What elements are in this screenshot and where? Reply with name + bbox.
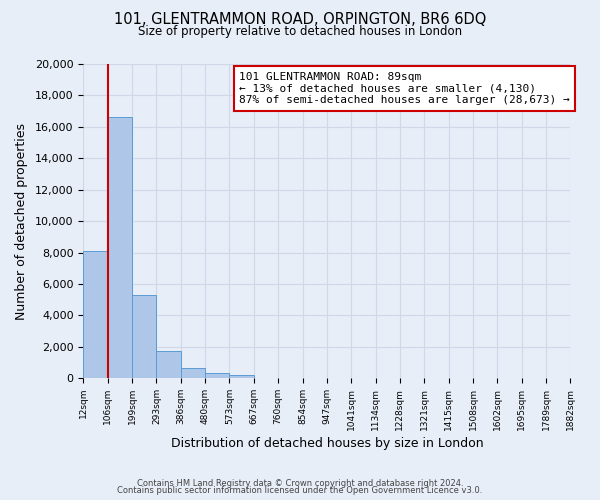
Text: Size of property relative to detached houses in London: Size of property relative to detached ho…	[138, 25, 462, 38]
Bar	[157, 350, 181, 378]
Text: 101, GLENTRAMMON ROAD, ORPINGTON, BR6 6DQ: 101, GLENTRAMMON ROAD, ORPINGTON, BR6 6D…	[114, 12, 486, 28]
Text: Contains HM Land Registry data © Crown copyright and database right 2024.: Contains HM Land Registry data © Crown c…	[137, 478, 463, 488]
Bar	[229, 375, 254, 378]
Bar	[132, 295, 157, 378]
Bar	[107, 118, 132, 378]
Bar	[181, 368, 205, 378]
Bar	[83, 251, 107, 378]
X-axis label: Distribution of detached houses by size in London: Distribution of detached houses by size …	[170, 437, 483, 450]
Text: Contains public sector information licensed under the Open Government Licence v3: Contains public sector information licen…	[118, 486, 482, 495]
Y-axis label: Number of detached properties: Number of detached properties	[15, 122, 28, 320]
Text: 101 GLENTRAMMON ROAD: 89sqm
← 13% of detached houses are smaller (4,130)
87% of : 101 GLENTRAMMON ROAD: 89sqm ← 13% of det…	[239, 72, 570, 105]
Bar	[205, 374, 229, 378]
